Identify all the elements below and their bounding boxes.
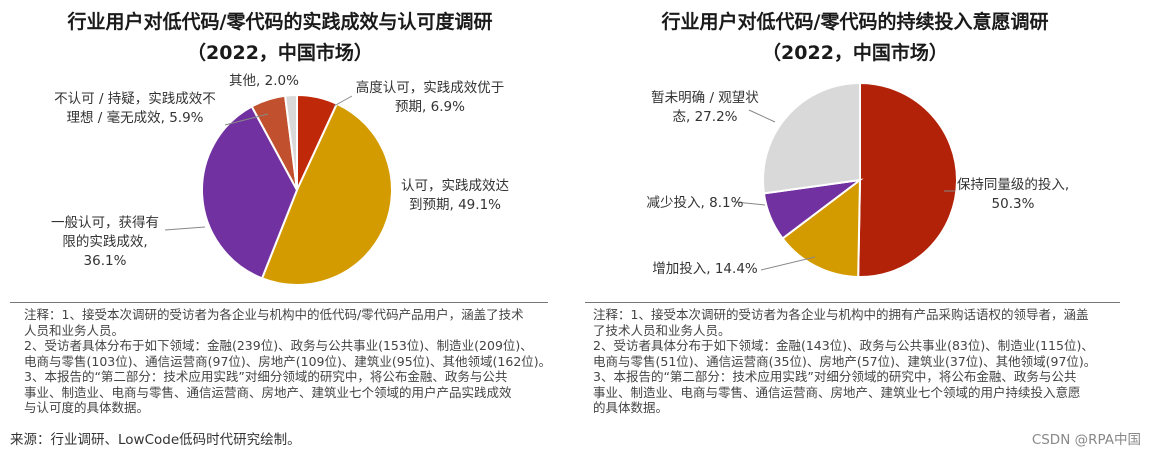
note-line-0-0: 注释：1、接受本次调研的受访者为各企业与机构中的低代码/零代码产品用户，涵盖了技… (24, 307, 524, 322)
right-chart-notes: 注释：1、接受本次调研的受访者为各企业与机构中的拥有产品采购话语权的领导者，涵盖… (593, 307, 1096, 416)
right-chart-subtitle: （2022，中国市场） (762, 42, 948, 64)
left-pie-chart: 高度认可，实践成效优于预期, 6.9% 认可，实践成效达到预期, 49.1% 一般认… (51, 73, 509, 286)
pie-slice-1-1 (781, 177, 862, 279)
pie-slice-0-2 (201, 105, 299, 280)
note-line-0-6: 与认可度的具体数据。 (24, 400, 150, 415)
leader-line-1-2 (734, 201, 766, 206)
left-chart-panel: 行业用户对低代码/零代码的实践成效与认可度调研 （2022，中国市场） 高度认可… (0, 0, 560, 420)
left-chart-subtitle: （2022，中国市场） (187, 42, 373, 64)
note-line-1-4: 3、本报告的“第二部分：技术应用实践”对细分领域的研究中，将公布金融、政务与公共 (593, 369, 1077, 384)
leader-line-0-0 (333, 95, 353, 107)
note-line-0-2: 2、受访者具体分布于如下领域：金融(239位)、政务与公共事业(153位)、制造… (24, 338, 533, 353)
leader-line-0-3 (224, 113, 269, 126)
left-notes-divider (10, 302, 548, 303)
right-chart-panel: 行业用户对低代码/零代码的持续投入意愿调研 （2022，中国市场） 保持同量级的… (575, 0, 1135, 420)
slice-label-0-1: 认可，实践成效达到预期, 49.1% (401, 178, 509, 213)
watermark: CSDN @RPA中国 (1031, 432, 1141, 448)
left-chart-notes: 注释：1、接受本次调研的受访者为各企业与机构中的低代码/零代码产品用户，涵盖了技… (24, 307, 551, 416)
slice-label-1-1: 增加投入, 14.4% (652, 261, 758, 277)
pie-slice-1-0 (857, 81, 958, 278)
note-line-0-5: 事业、制造业、电商与零售、通信运营商、房地产、建筑业七个领域的用户产品实践成效 (24, 384, 512, 400)
note-line-0-4: 3、本报告的“第二部分：技术应用实践”对细分领域的研究中，将公布金融、政务与公共 (24, 369, 508, 384)
right-chart-title: 行业用户对低代码/零代码的持续投入意愿调研 (661, 11, 1049, 33)
slice-label-1-3: 暂未明确 / 观望状态, 27.2% (651, 90, 759, 125)
note-line-1-3: 电商与零售(51位)、通信运营商(35位)、房地产(57位)、建筑业(37位)、… (593, 353, 1097, 369)
leader-line-0-2 (164, 226, 206, 231)
right-pie-chart: 保持同量级的投入, 50.3% 增加投入, 14.4% 减少投入, 8.1% 暂未明确 … (647, 81, 1069, 279)
note-line-0-1: 人员和业务人员。 (24, 322, 125, 338)
pie-slice-0-4 (283, 93, 298, 191)
slice-label-0-3: 不认可 / 持疑，实践成效不理想 / 毫无成效, 5.9% (54, 91, 216, 126)
note-line-1-5: 事业、制造业、电商与零售、通信运营商、房地产、建筑业七个领域的用户持续投入意愿 (593, 384, 1081, 400)
right-notes-divider (585, 302, 1120, 303)
note-line-1-6: 的具体数据。 (593, 400, 669, 415)
slice-label-1-2: 减少投入, 8.1% (647, 195, 744, 211)
note-line-1-1: 了技术人员和业务人员。 (593, 322, 731, 338)
slice-label-1-0: 保持同量级的投入, 50.3% (957, 177, 1069, 212)
slice-label-0-4: 其他, 2.0% (229, 73, 299, 89)
leader-line-1-3 (748, 109, 776, 123)
note-line-1-0: 注释：1、接受本次调研的受访者为各企业与机构中的拥有产品采购话语权的领导者，涵盖 (593, 307, 1089, 322)
slice-label-0-0: 高度认可，实践成效优于预期, 6.9% (356, 79, 505, 115)
leader-line-1-1 (760, 256, 816, 271)
pie-slice-0-1 (260, 102, 393, 286)
note-line-1-2: 2、受访者具体分布于如下领域：金融(143位)、政务与公共事业(83位)、制造业… (593, 338, 1094, 353)
slice-label-0-2: 一般认可，获得有限的实践成效, 36.1% (51, 214, 159, 269)
source-note: 来源：行业调研、LowCode低码时代研究绘制。 (10, 432, 301, 448)
pie-slice-1-3 (762, 81, 861, 195)
note-line-0-3: 电商与零售(103位)、通信运营商(97位)、房地产(109位)、建筑业(95位… (24, 353, 552, 369)
left-chart-title: 行业用户对低代码/零代码的实践成效与认可度调研 (67, 11, 493, 33)
